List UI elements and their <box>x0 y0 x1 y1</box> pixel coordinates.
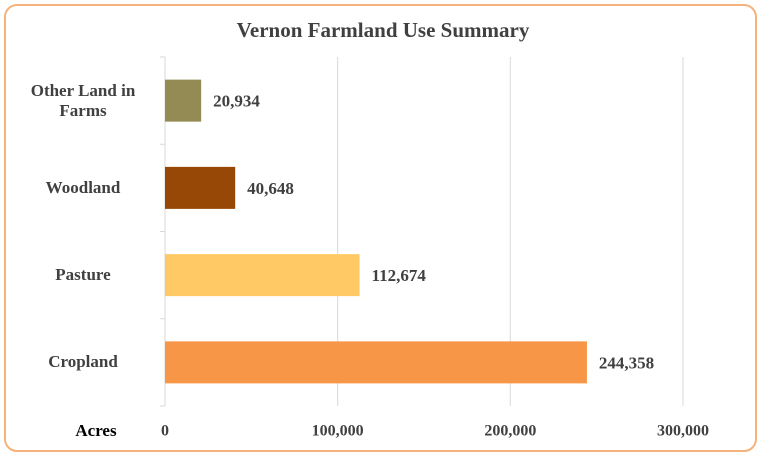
chart-title: Vernon Farmland Use Summary <box>237 18 530 42</box>
x-tick-label: 300,000 <box>657 423 709 440</box>
data-label: 40,648 <box>247 179 294 198</box>
x-tick-label: 100,000 <box>312 423 364 440</box>
bar <box>165 79 202 122</box>
y-tick-label: Woodland <box>45 177 121 197</box>
x-tick-label: 200,000 <box>484 423 536 440</box>
bar <box>165 166 236 209</box>
y-tick-label: Other Land in Farms <box>30 80 136 120</box>
data-label: 112,674 <box>372 266 427 285</box>
chart-border <box>4 4 757 452</box>
y-tick-label: Pasture <box>55 265 111 285</box>
bar <box>165 254 360 297</box>
data-label: 244,358 <box>599 353 654 372</box>
x-tick-label: 0 <box>161 423 169 440</box>
y-tick-label: Cropland <box>48 352 118 372</box>
data-label: 20,934 <box>213 92 260 111</box>
bar <box>165 341 587 384</box>
x-axis-label: Acres <box>75 421 117 440</box>
